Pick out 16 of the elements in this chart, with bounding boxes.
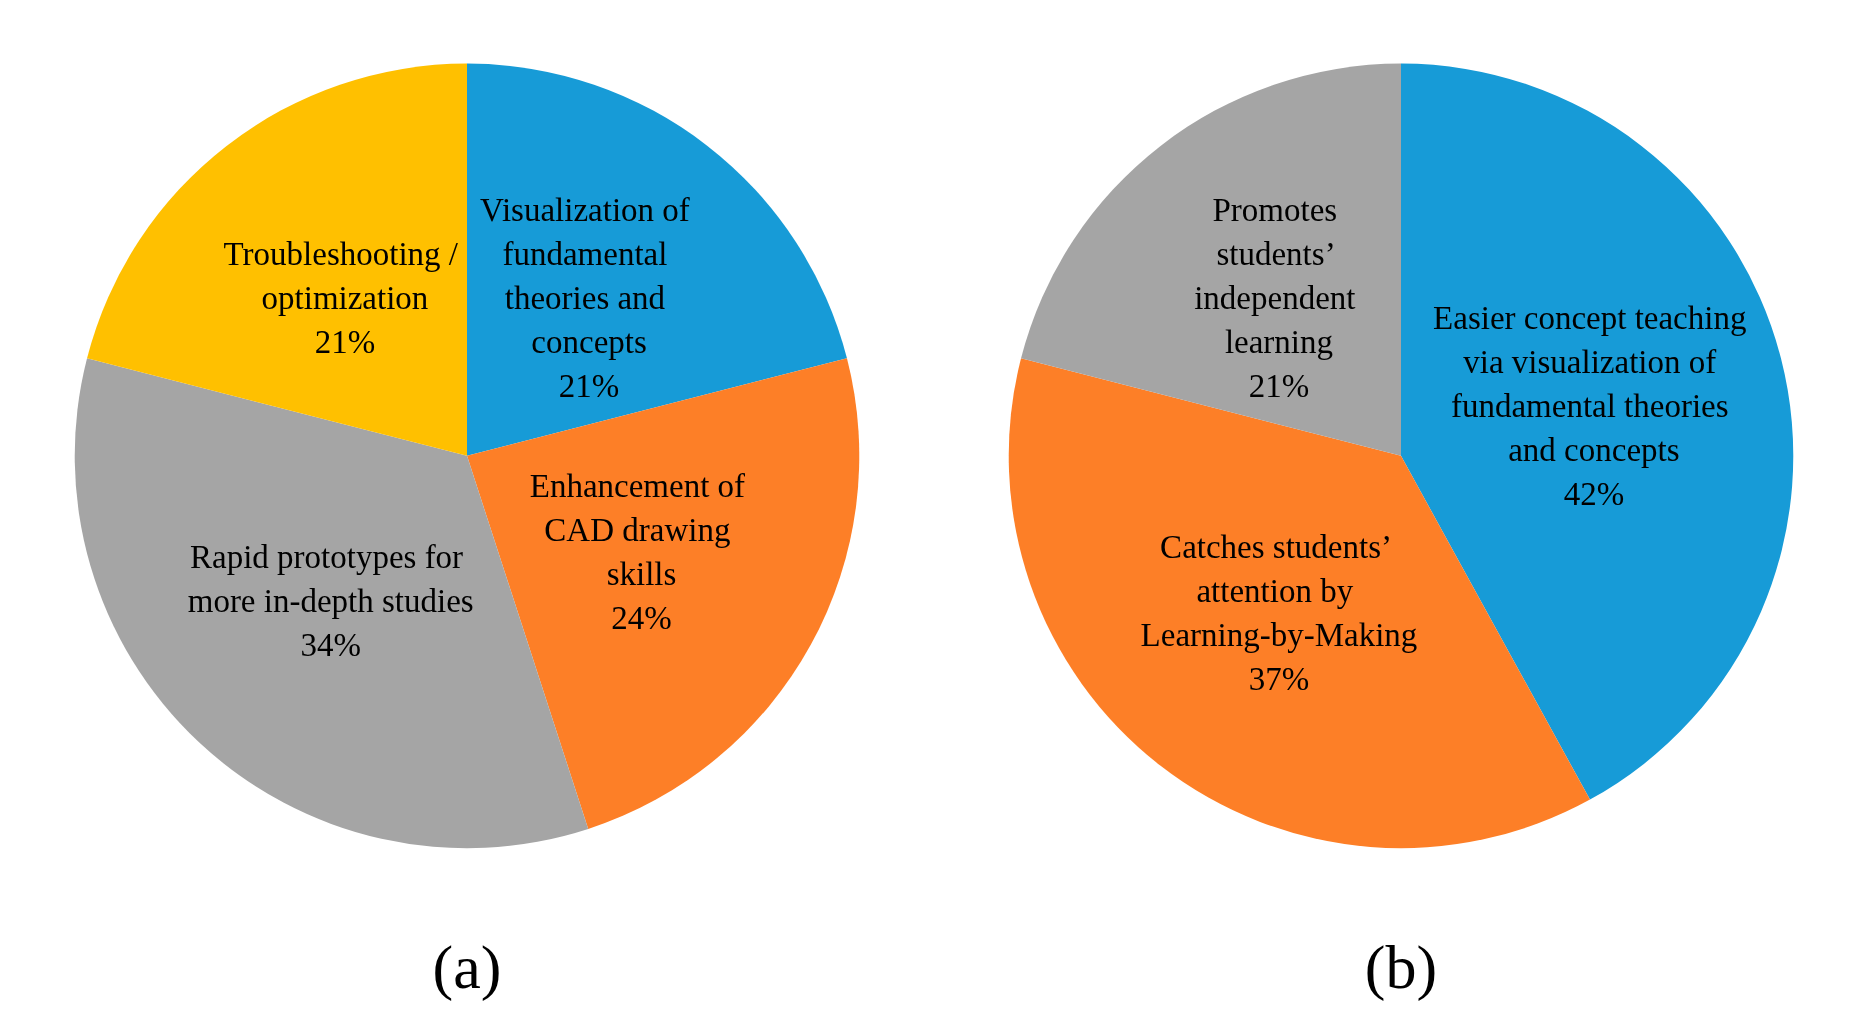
data-label: 21% xyxy=(1248,368,1310,405)
slice-label: Rapid prototypes for more in-depth studies xyxy=(187,539,474,620)
data-label: 24% xyxy=(611,599,672,636)
data-label: 37% xyxy=(1248,661,1310,698)
slice-label: Enhancement of CAD drawing skills xyxy=(529,467,754,592)
data-label: 21% xyxy=(314,324,376,361)
slice-label: Catches students’ attention by Learning-by-Making xyxy=(1140,529,1418,654)
data-label: 42% xyxy=(1563,476,1625,513)
data-label: 34% xyxy=(300,627,361,664)
text: (a) xyxy=(432,933,502,1002)
slice-label: Easier concept teaching via visualization of fundamental theories and concepts xyxy=(1433,300,1755,469)
slice-label: Promotes students’ independent learning xyxy=(1194,192,1364,361)
data-label: 21% xyxy=(558,368,620,405)
slice-label: Visualization of fundamental theories and concepts xyxy=(480,192,699,361)
text: (b) xyxy=(1364,933,1438,1002)
slice-label: Troubleshooting / optimization xyxy=(223,236,467,317)
